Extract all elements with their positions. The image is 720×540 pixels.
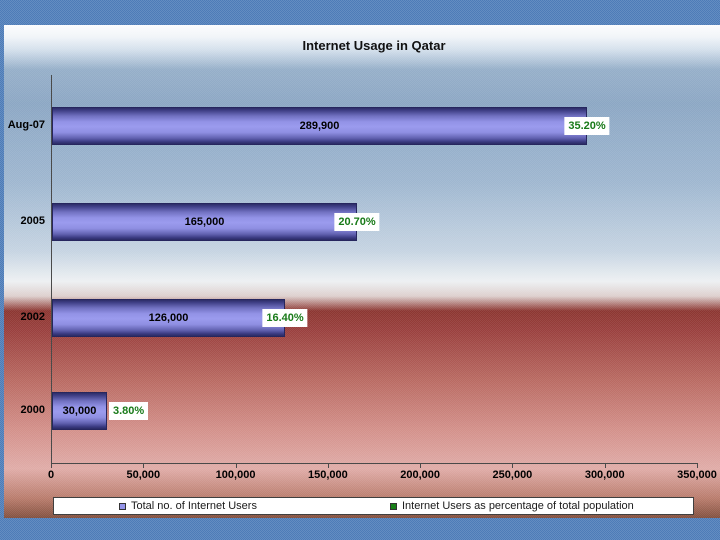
x-tick-label: 300,000 — [584, 469, 625, 481]
x-tick-label: 250,000 — [492, 469, 533, 481]
legend-entry: Total no. of Internet Users — [119, 500, 257, 512]
x-tick-label: 50,000 — [126, 469, 161, 481]
category-label: 2002 — [20, 311, 45, 323]
category-label: 2000 — [20, 404, 45, 416]
x-tick-label: 200,000 — [400, 469, 441, 481]
legend-label: Internet Users as percentage of total po… — [402, 500, 634, 512]
category-label: Aug-07 — [7, 119, 45, 131]
x-tick-label: 100,000 — [215, 469, 256, 481]
x-tick-label: 150,000 — [307, 469, 348, 481]
bar-2005: 165,000 — [52, 203, 357, 241]
x-tick-mark — [420, 464, 422, 468]
chart-area: Internet Usage in Qatar 0 50,000 100,000 15… — [4, 25, 720, 518]
legend: Total no. of Internet Users Internet User… — [53, 497, 694, 515]
chart-title: Internet Usage in Qatar — [302, 38, 446, 53]
category-label: 2005 — [20, 215, 45, 227]
bar-2000: 30,000 — [52, 392, 107, 430]
percent-label: 16.40% — [262, 309, 308, 327]
x-tick-mark — [51, 464, 52, 468]
x-tick-label: 350,000 — [677, 469, 717, 481]
bar-value-label: 165,000 — [184, 216, 225, 228]
bar-Aug-07: 289,900 — [52, 107, 587, 145]
x-tick-mark — [512, 464, 514, 468]
percent-label: 3.80% — [109, 402, 149, 420]
percent-label: 35.20% — [564, 117, 610, 135]
bar-2002: 126,000 — [52, 299, 285, 337]
y-axis-line — [51, 75, 52, 464]
x-tick-mark — [327, 464, 329, 468]
x-tick-mark — [604, 464, 606, 468]
legend-swatch-icon — [390, 502, 397, 510]
legend-swatch-icon — [119, 502, 126, 510]
x-tick-label: 0 — [47, 469, 55, 481]
legend-entry: Internet Users as percentage of total po… — [390, 500, 634, 512]
x-tick-mark — [143, 464, 145, 468]
bar-value-label: 30,000 — [62, 405, 97, 417]
percent-label: 20.70% — [334, 213, 380, 231]
x-tick-mark — [697, 464, 698, 468]
bar-value-label: 289,900 — [299, 120, 340, 132]
legend-label: Total no. of Internet Users — [131, 500, 257, 512]
x-axis-line — [51, 463, 698, 464]
x-tick-mark — [235, 464, 237, 468]
bar-value-label: 126,000 — [148, 312, 189, 324]
